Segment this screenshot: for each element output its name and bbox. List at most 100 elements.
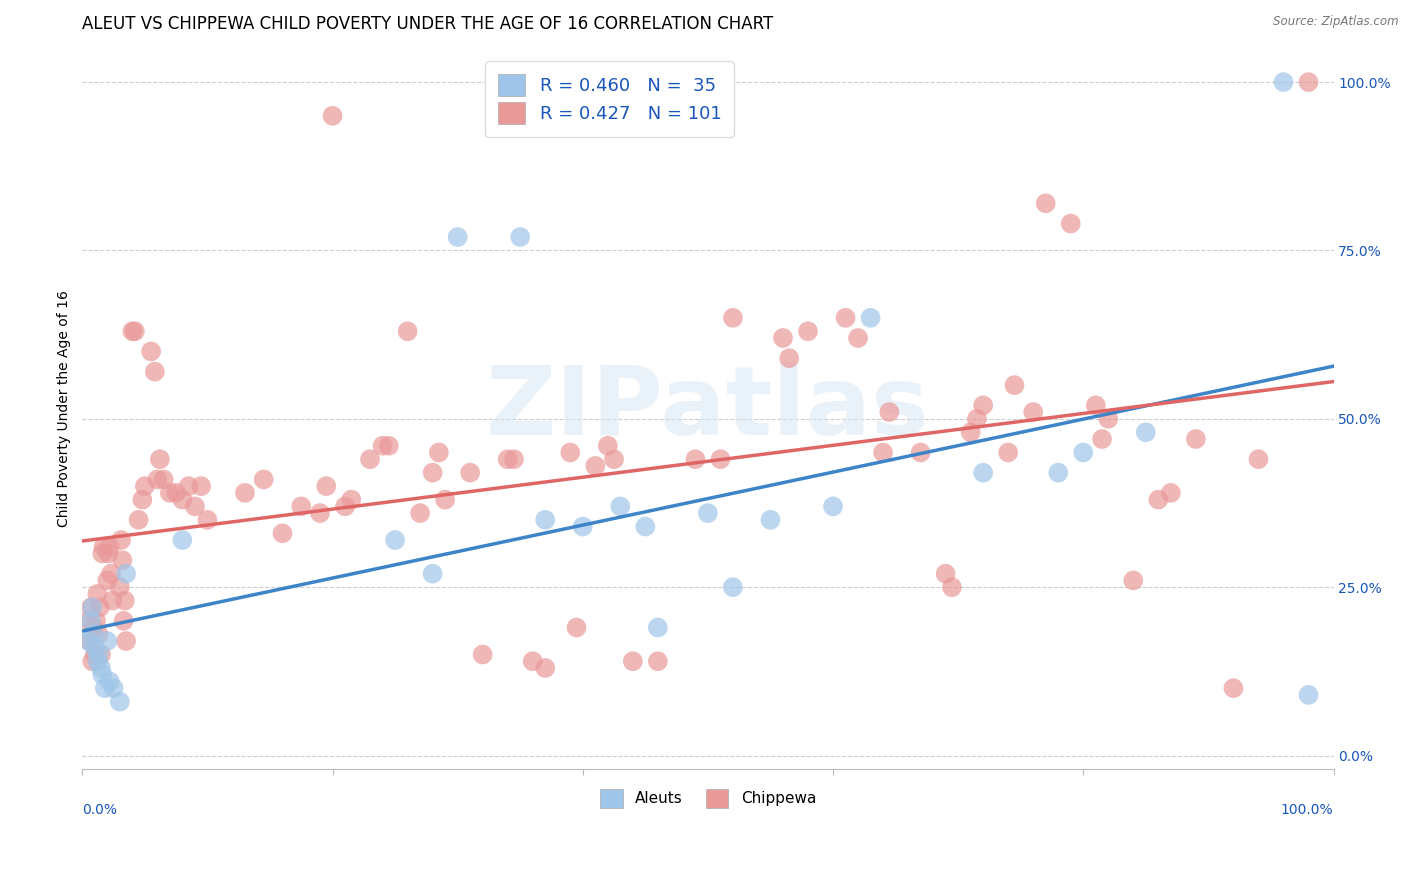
Point	[340, 492, 363, 507]
Point	[98, 674, 121, 689]
Point	[972, 398, 994, 412]
Point	[609, 500, 631, 514]
Point	[149, 452, 172, 467]
Point	[253, 472, 276, 486]
Point	[721, 310, 744, 325]
Point	[172, 533, 194, 547]
Point	[83, 648, 105, 662]
Point	[1047, 466, 1070, 480]
Point	[603, 452, 626, 467]
Point	[935, 566, 957, 581]
Point	[596, 439, 619, 453]
Point	[93, 540, 115, 554]
Point	[396, 324, 419, 338]
Text: Source: ZipAtlas.com: Source: ZipAtlas.com	[1274, 15, 1399, 28]
Point	[91, 547, 114, 561]
Point	[77, 614, 100, 628]
Point	[1091, 432, 1114, 446]
Point	[359, 452, 381, 467]
Point	[458, 466, 481, 480]
Point	[110, 533, 132, 547]
Point	[872, 445, 894, 459]
Point	[79, 634, 101, 648]
Point	[1004, 378, 1026, 392]
Point	[1160, 486, 1182, 500]
Point	[685, 452, 707, 467]
Point	[910, 445, 932, 459]
Point	[115, 566, 138, 581]
Point	[447, 230, 470, 244]
Point	[159, 486, 181, 500]
Point	[86, 654, 108, 668]
Point	[197, 513, 219, 527]
Point	[565, 621, 588, 635]
Point	[96, 634, 118, 648]
Point	[139, 344, 162, 359]
Point	[709, 452, 731, 467]
Point	[112, 614, 135, 628]
Point	[647, 654, 669, 668]
Point	[797, 324, 820, 338]
Point	[647, 621, 669, 635]
Point	[1097, 412, 1119, 426]
Point	[621, 654, 644, 668]
Point	[1084, 398, 1107, 412]
Point	[114, 593, 136, 607]
Point	[496, 452, 519, 467]
Legend: Aleuts, Chippewa: Aleuts, Chippewa	[592, 781, 824, 815]
Point	[371, 439, 394, 453]
Point	[1060, 217, 1083, 231]
Point	[534, 513, 557, 527]
Point	[1185, 432, 1208, 446]
Point	[821, 500, 844, 514]
Point	[1298, 688, 1320, 702]
Text: ALEUT VS CHIPPEWA CHILD POVERTY UNDER THE AGE OF 16 CORRELATION CHART: ALEUT VS CHIPPEWA CHILD POVERTY UNDER TH…	[83, 15, 773, 33]
Point	[290, 500, 312, 514]
Point	[560, 445, 582, 459]
Point	[96, 574, 118, 588]
Point	[846, 331, 869, 345]
Point	[177, 479, 200, 493]
Point	[90, 661, 112, 675]
Point	[233, 486, 256, 500]
Point	[89, 600, 111, 615]
Point	[1135, 425, 1157, 440]
Point	[165, 486, 187, 500]
Point	[434, 492, 457, 507]
Point	[152, 472, 174, 486]
Text: 0.0%: 0.0%	[83, 803, 117, 817]
Point	[108, 695, 131, 709]
Point	[128, 513, 150, 527]
Point	[108, 580, 131, 594]
Point	[778, 351, 800, 366]
Point	[1071, 445, 1094, 459]
Point	[696, 506, 718, 520]
Point	[271, 526, 294, 541]
Point	[1147, 492, 1170, 507]
Point	[997, 445, 1019, 459]
Point	[427, 445, 450, 459]
Y-axis label: Child Poverty Under the Age of 16: Child Poverty Under the Age of 16	[58, 290, 72, 527]
Point	[94, 681, 117, 695]
Point	[101, 593, 124, 607]
Point	[83, 621, 105, 635]
Point	[83, 640, 105, 655]
Point	[522, 654, 544, 668]
Point	[333, 500, 356, 514]
Point	[91, 667, 114, 681]
Point	[87, 648, 110, 662]
Point	[972, 466, 994, 480]
Point	[759, 513, 782, 527]
Point	[146, 472, 169, 486]
Point	[1222, 681, 1244, 695]
Point	[77, 634, 100, 648]
Point	[309, 506, 332, 520]
Point	[131, 492, 153, 507]
Point	[571, 519, 593, 533]
Point	[100, 566, 122, 581]
Point	[583, 458, 606, 473]
Point	[87, 627, 110, 641]
Point	[1298, 75, 1320, 89]
Point	[422, 566, 444, 581]
Point	[1035, 196, 1057, 211]
